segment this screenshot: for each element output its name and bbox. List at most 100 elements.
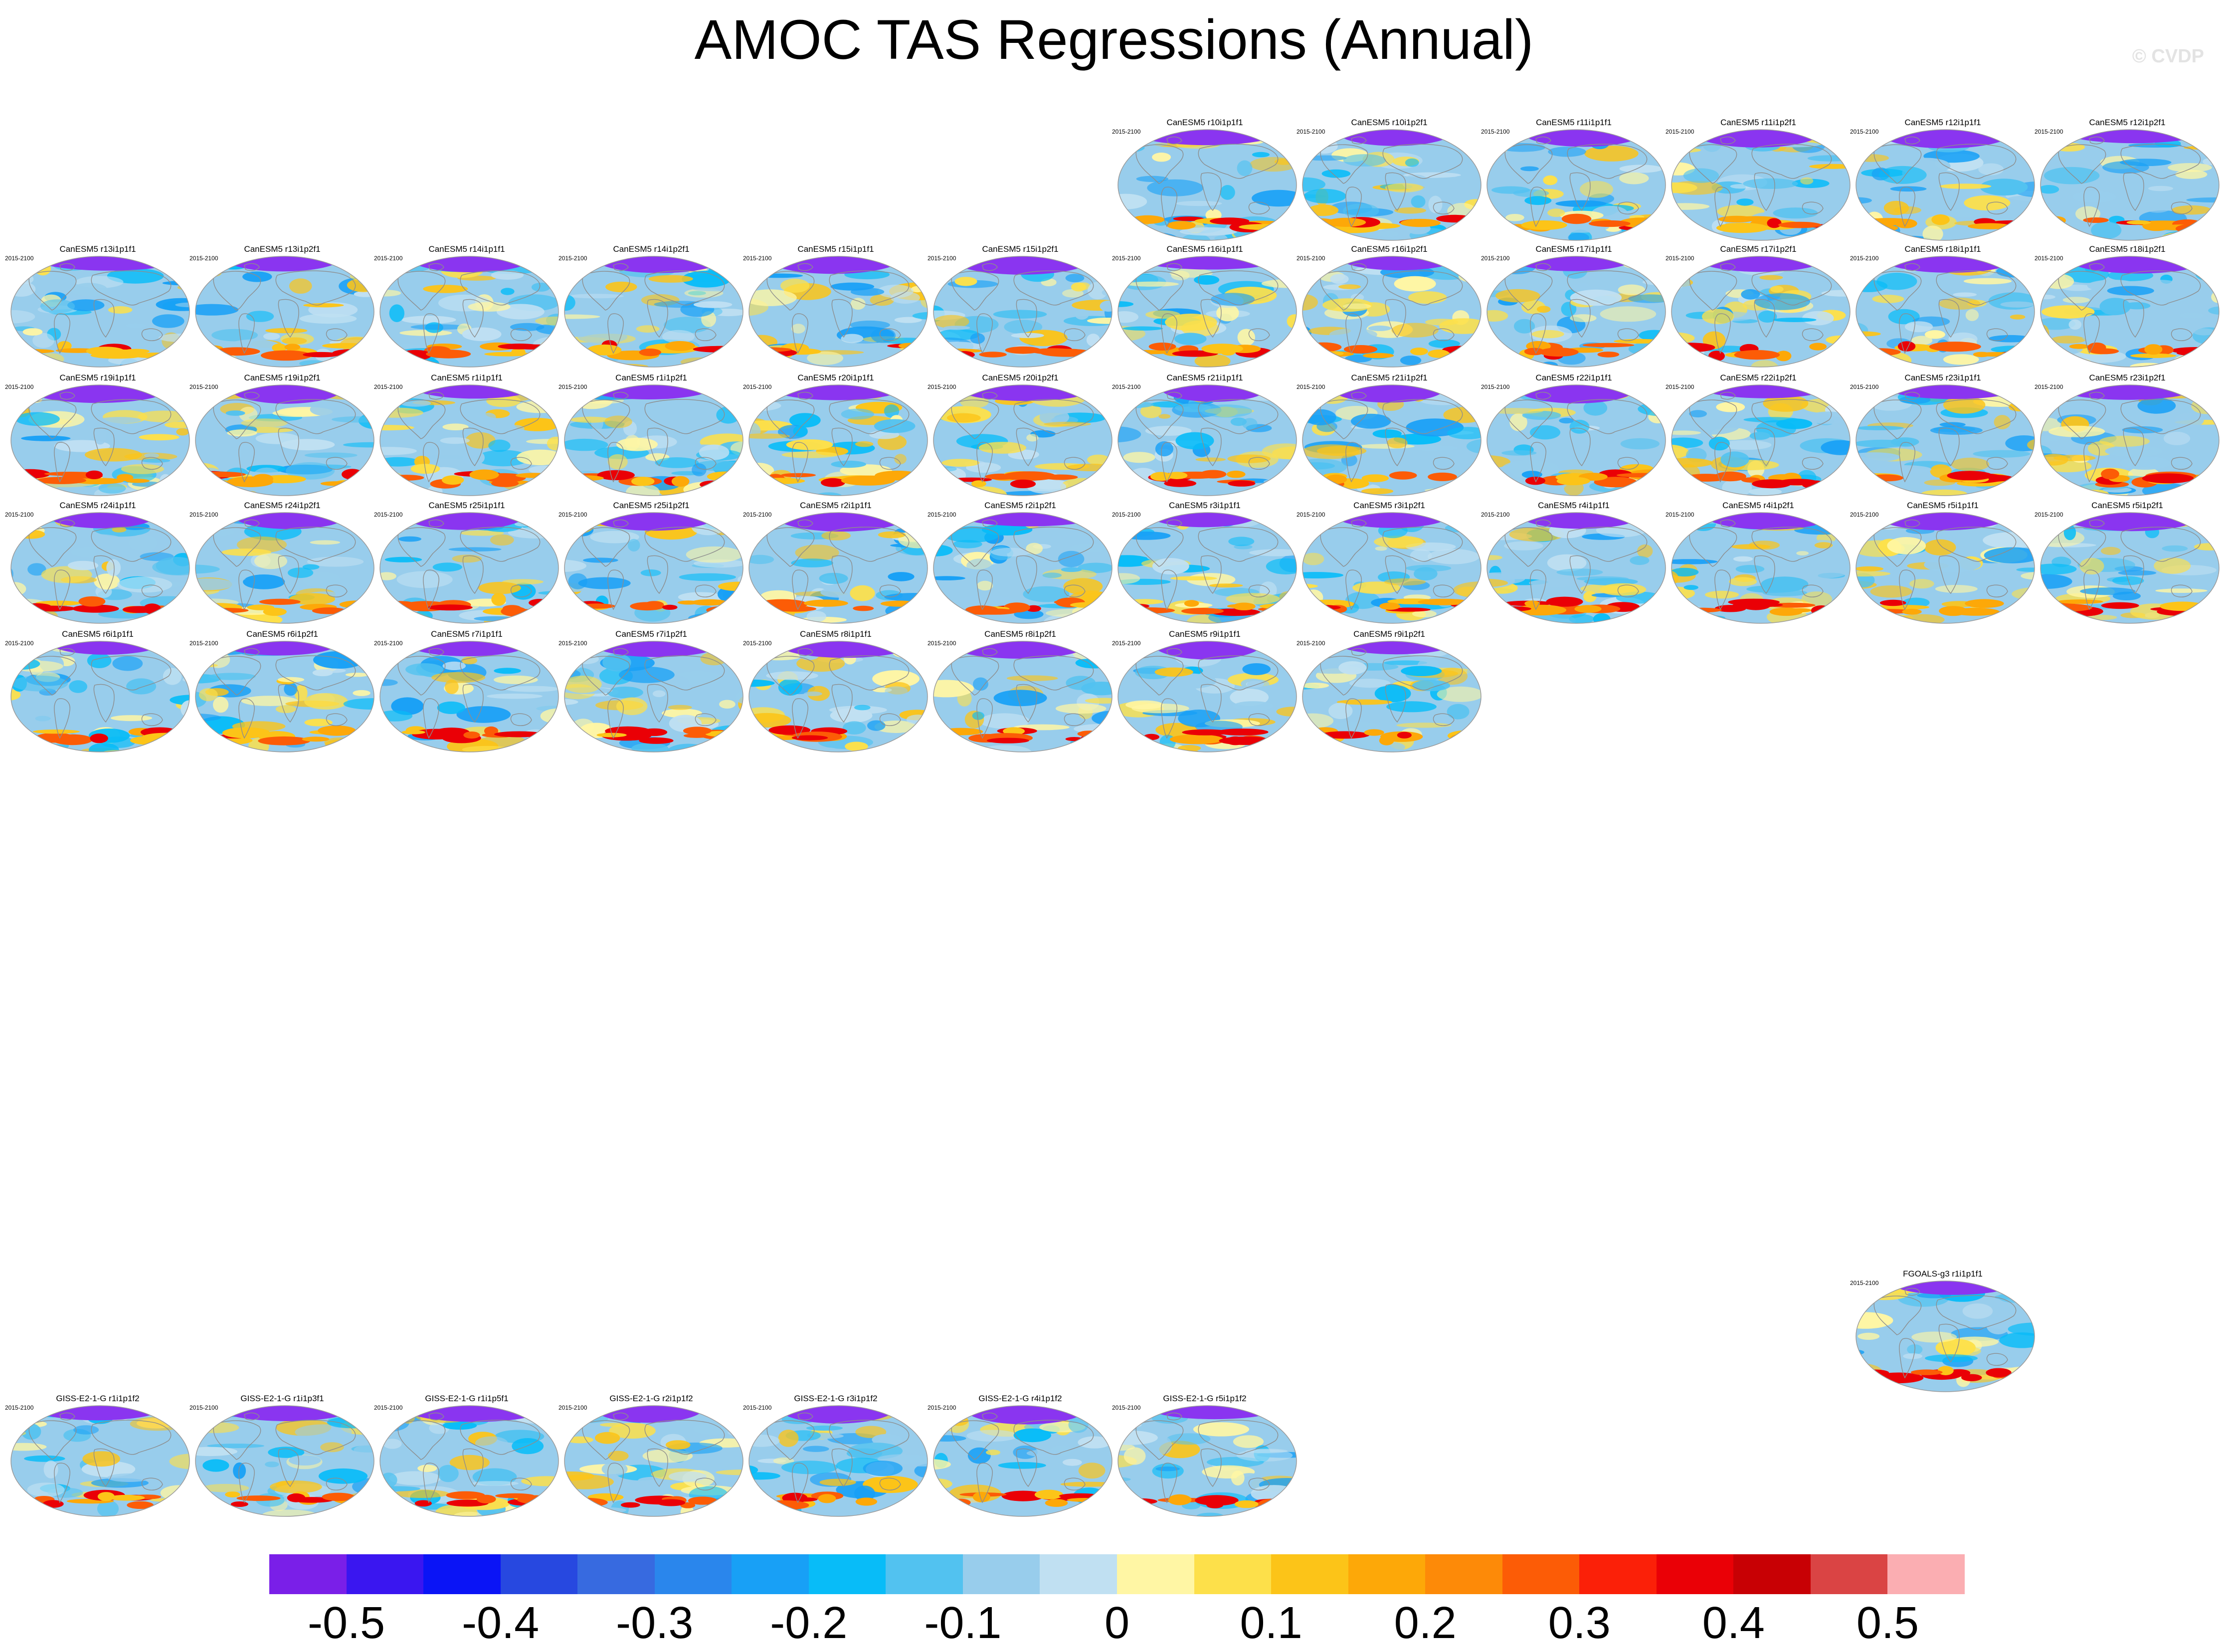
panel-title: CanESM5 r10i1p1f1: [1166, 118, 1243, 127]
map-panel: CanESM5 r7i1p1f1 2015-2100: [374, 629, 559, 753]
panel-title: CanESM5 r13i1p1f1: [59, 244, 136, 254]
regression-map: [195, 512, 374, 624]
panel-period: 2015-2100: [743, 255, 772, 262]
panel-period: 2015-2100: [558, 640, 587, 647]
map-panel: CanESM5 r5i1p1f1 2015-2100: [1850, 501, 2036, 624]
panel-title: CanESM5 r25i1p2f1: [613, 501, 690, 510]
panel-period: 2015-2100: [374, 1404, 403, 1411]
regression-map: [1117, 256, 1297, 367]
map-panel: CanESM5 r21i1p1f1 2015-2100: [1112, 373, 1298, 497]
colorbar-tick-label: -0.4: [462, 1598, 540, 1648]
colorbar-swatch: [423, 1554, 501, 1594]
map-panel: GISS-E2-1-G r4i1p1f2 2015-2100: [928, 1394, 1113, 1517]
map-panel: CanESM5 r15i1p2f1 2015-2100: [928, 244, 1113, 368]
panel-period: 2015-2100: [1850, 511, 1879, 518]
panel-title: CanESM5 r4i1p1f1: [1538, 501, 1610, 510]
panel-title: CanESM5 r23i1p1f1: [1904, 373, 1981, 382]
panel-period: 2015-2100: [189, 511, 218, 518]
panel-title: GISS-E2-1-G r1i1p1f2: [56, 1394, 140, 1403]
colorbar: [269, 1554, 1965, 1594]
regression-map: [379, 384, 559, 496]
panel-title: CanESM5 r2i1p1f1: [800, 501, 872, 510]
regression-map: [1486, 129, 1666, 241]
panel-title: CanESM5 r18i1p1f1: [1904, 244, 1981, 254]
map-panel: CanESM5 r25i1p2f1 2015-2100: [558, 501, 744, 624]
panel-period: 2015-2100: [2035, 255, 2063, 262]
colorbar-tick-label: 0.4: [1702, 1598, 1765, 1648]
regression-map: [933, 256, 1113, 367]
panel-period: 2015-2100: [743, 511, 772, 518]
panel-period: 2015-2100: [1297, 640, 1325, 647]
colorbar-swatch: [808, 1554, 886, 1594]
panel-period: 2015-2100: [1850, 255, 1879, 262]
regression-map: [10, 384, 190, 496]
panel-period: 2015-2100: [1297, 128, 1325, 135]
regression-map: [1302, 256, 1482, 367]
regression-map: [10, 512, 190, 624]
panel-title: CanESM5 r10i1p2f1: [1351, 118, 1428, 127]
panel-title: CanESM5 r18i1p2f1: [2089, 244, 2166, 254]
panel-title: CanESM5 r3i1p2f1: [1353, 501, 1425, 510]
regression-map: [1117, 641, 1297, 752]
regression-map: [564, 512, 743, 624]
panel-title: CanESM5 r19i1p2f1: [244, 373, 321, 382]
panel-period: 2015-2100: [1112, 640, 1141, 647]
regression-map: [564, 1405, 743, 1517]
panel-period: 2015-2100: [558, 383, 587, 390]
panel-title: CanESM5 r25i1p1f1: [428, 501, 505, 510]
regression-map: [1302, 641, 1482, 752]
regression-map: [748, 512, 928, 624]
panel-title: CanESM5 r17i1p2f1: [1720, 244, 1797, 254]
regression-map: [564, 384, 743, 496]
panel-title: CanESM5 r7i1p1f1: [431, 629, 503, 639]
panel-title: CanESM5 r16i1p1f1: [1166, 244, 1243, 254]
regression-map: [2040, 384, 2220, 496]
panel-title: CanESM5 r15i1p1f1: [797, 244, 874, 254]
map-panel: CanESM5 r16i1p1f1 2015-2100: [1112, 244, 1298, 368]
colorbar-swatch: [577, 1554, 655, 1594]
regression-map: [2040, 256, 2220, 367]
panel-period: 2015-2100: [5, 511, 34, 518]
panel-title: CanESM5 r22i1p1f1: [1535, 373, 1612, 382]
colorbar-swatch: [886, 1554, 963, 1594]
regression-map: [10, 641, 190, 752]
panel-title: CanESM5 r21i1p2f1: [1351, 373, 1428, 382]
panel-title: CanESM5 r8i1p2f1: [984, 629, 1056, 639]
regression-map: [1671, 384, 1851, 496]
colorbar-swatch: [1194, 1554, 1272, 1594]
map-panel: CanESM5 r22i1p1f1 2015-2100: [1481, 373, 1667, 497]
regression-map: [933, 641, 1113, 752]
panel-title: GISS-E2-1-G r2i1p1f2: [609, 1394, 693, 1403]
regression-map: [1117, 512, 1297, 624]
panel-period: 2015-2100: [928, 383, 956, 390]
map-panel: CanESM5 r23i1p2f1 2015-2100: [2035, 373, 2220, 497]
watermark: © CVDP: [2132, 46, 2204, 67]
map-panel: CanESM5 r2i1p2f1 2015-2100: [928, 501, 1113, 624]
map-panel: GISS-E2-1-G r2i1p1f2 2015-2100: [558, 1394, 744, 1517]
map-panel: CanESM5 r16i1p2f1 2015-2100: [1297, 244, 1482, 368]
map-panel: FGOALS-g3 r1i1p1f1 2015-2100: [1850, 1269, 2036, 1393]
colorbar-swatch: [962, 1554, 1040, 1594]
colorbar-swatch: [269, 1554, 347, 1594]
panel-title: CanESM5 r19i1p1f1: [59, 373, 136, 382]
regression-map: [379, 641, 559, 752]
panel-period: 2015-2100: [1666, 511, 1694, 518]
regression-map: [195, 256, 374, 367]
regression-map: [195, 641, 374, 752]
map-panel: CanESM5 r23i1p1f1 2015-2100: [1850, 373, 2036, 497]
map-panel: CanESM5 r19i1p1f1 2015-2100: [5, 373, 190, 497]
map-panel: CanESM5 r14i1p2f1 2015-2100: [558, 244, 744, 368]
map-panel: CanESM5 r4i1p1f1 2015-2100: [1481, 501, 1667, 624]
colorbar-tick-label: 0.5: [1856, 1598, 1919, 1648]
colorbar-swatch: [1040, 1554, 1117, 1594]
regression-map: [1302, 384, 1482, 496]
panel-period: 2015-2100: [928, 640, 956, 647]
panel-period: 2015-2100: [5, 640, 34, 647]
panel-period: 2015-2100: [5, 255, 34, 262]
panel-title: CanESM5 r17i1p1f1: [1535, 244, 1612, 254]
panel-title: GISS-E2-1-G r5i1p1f2: [1163, 1394, 1247, 1403]
panel-title: CanESM5 r6i1p2f1: [246, 629, 318, 639]
colorbar-tick-label: 0.3: [1548, 1598, 1611, 1648]
map-panel: CanESM5 r18i1p1f1 2015-2100: [1850, 244, 2036, 368]
panel-title: GISS-E2-1-G r4i1p1f2: [978, 1394, 1062, 1403]
